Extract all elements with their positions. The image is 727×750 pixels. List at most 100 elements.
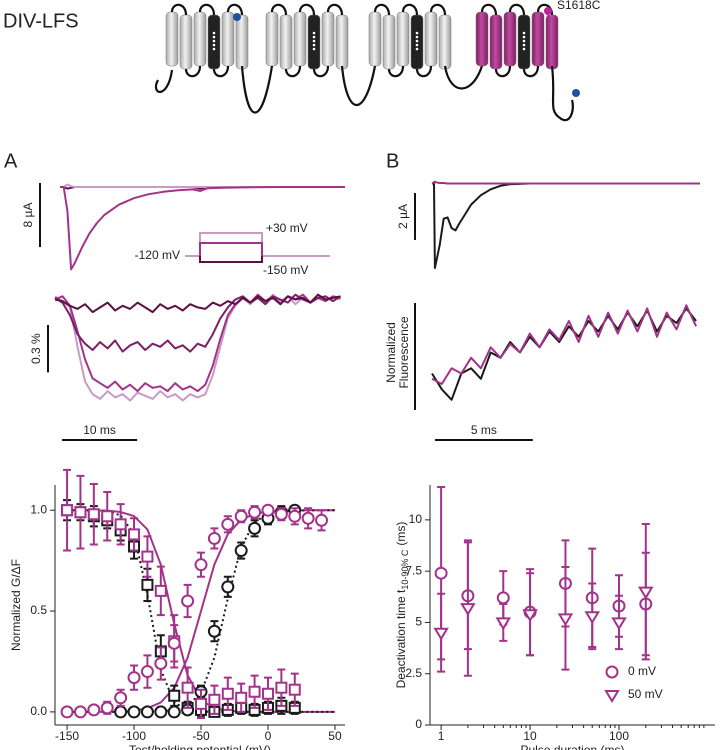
- marker: [208, 693, 221, 706]
- trace: [431, 304, 698, 385]
- scale-label: 10 ms: [83, 423, 116, 437]
- x-tick-label: 50: [328, 729, 342, 743]
- y-axis-label: Deactivation time t10-90% C (ms): [394, 522, 410, 689]
- x-axis-label: Pulse duration (ms): [520, 743, 624, 750]
- marker: [73, 705, 87, 719]
- helix: [503, 11, 517, 67]
- y-tick-label: 1.0: [30, 502, 47, 516]
- helix: [545, 14, 559, 70]
- marker: [167, 705, 181, 719]
- scale-label: 8 µA: [21, 203, 35, 228]
- trace: [431, 307, 697, 401]
- charge-dot: [312, 35, 316, 39]
- y-label-sub: 10-90% C: [400, 549, 410, 590]
- marker: [181, 681, 194, 694]
- charge-dot: [415, 43, 419, 47]
- x-tick-label: 100: [609, 729, 629, 743]
- y-axis-label: Normalized G/ΔF: [9, 559, 23, 651]
- x-tick-label: 1: [438, 729, 445, 743]
- marker: [60, 705, 74, 719]
- charge-dot: [212, 39, 216, 43]
- charge-dot: [415, 39, 419, 43]
- marker: [141, 550, 154, 563]
- protocol-step: [199, 242, 263, 256]
- helix: [424, 11, 438, 67]
- marker: [288, 683, 301, 696]
- marker: [234, 509, 248, 523]
- helix: [489, 14, 503, 70]
- marker: [557, 613, 574, 627]
- marker: [261, 503, 275, 517]
- helix: [475, 11, 489, 67]
- marker: [221, 580, 235, 594]
- chart: 2 µA: [396, 180, 700, 269]
- scale-label: 2 µA: [396, 204, 410, 229]
- marker: [114, 518, 127, 531]
- charge-dot: [415, 31, 419, 35]
- x-tick-label: -50: [192, 729, 210, 743]
- x-tick-label: -100: [122, 729, 146, 743]
- marker: [141, 578, 154, 591]
- y-label-unit: (ms): [394, 522, 408, 546]
- loop: [154, 3, 574, 122]
- chart: 0.0 0.5 1.0 -150 -100 -50 0 50 Test/holding pote…: [9, 468, 345, 750]
- marker: [275, 681, 288, 694]
- helix: [235, 14, 249, 70]
- figure-title: DIV-LFS: [3, 10, 79, 32]
- legend-marker: [605, 665, 619, 679]
- y-tick-label: 0.5: [30, 603, 47, 617]
- marker: [127, 705, 141, 719]
- trace: [60, 186, 345, 271]
- charge-dot: [312, 43, 316, 47]
- marker: [181, 594, 195, 608]
- marker: [140, 705, 154, 719]
- trace: [432, 182, 700, 269]
- marker: [128, 528, 141, 541]
- marker: [167, 636, 181, 650]
- trace: [54, 293, 342, 353]
- y-label-main: Deactivation time t: [394, 589, 408, 688]
- legend-marker: [604, 690, 620, 703]
- marker: [315, 513, 329, 527]
- charge-dot: [212, 35, 216, 39]
- chart: 8 µA +30 mV -120 mV -150 mV: [21, 183, 345, 277]
- y-tick-label: 7.5: [405, 563, 422, 577]
- marker: [235, 691, 248, 704]
- helix: [279, 14, 293, 70]
- marker: [140, 665, 154, 679]
- marker: [248, 521, 262, 535]
- y-tick-label: 10: [409, 512, 423, 526]
- charge-dot: [415, 35, 419, 39]
- helix: [193, 11, 207, 67]
- marker: [194, 558, 208, 572]
- y-tick-label: 2.5: [405, 666, 422, 680]
- trace: [54, 293, 341, 314]
- protocol-step: [199, 256, 263, 263]
- charge-dot: [522, 35, 526, 39]
- charge-dot: [312, 31, 316, 35]
- charge-dot: [415, 47, 419, 51]
- marker: [114, 691, 128, 705]
- marker: [495, 617, 512, 631]
- helix: [396, 11, 410, 67]
- marker: [195, 697, 208, 710]
- mutation-site: [544, 7, 552, 15]
- marker: [522, 609, 538, 623]
- legend-label: 0 mV: [628, 664, 656, 678]
- marker: [87, 703, 101, 717]
- marker: [274, 507, 288, 521]
- x-tick-label: -150: [55, 729, 79, 743]
- marker: [248, 505, 262, 519]
- scale-label: 0.3 %: [29, 333, 43, 364]
- marker: [433, 627, 449, 641]
- marker: [584, 611, 600, 625]
- marker: [127, 671, 141, 685]
- helix: [165, 11, 179, 67]
- protocol-label: -120 mV: [135, 248, 180, 262]
- panel-label: B: [386, 150, 399, 172]
- marker: [114, 705, 128, 719]
- marker: [248, 685, 261, 698]
- protocol-label: -150 mV: [263, 263, 308, 277]
